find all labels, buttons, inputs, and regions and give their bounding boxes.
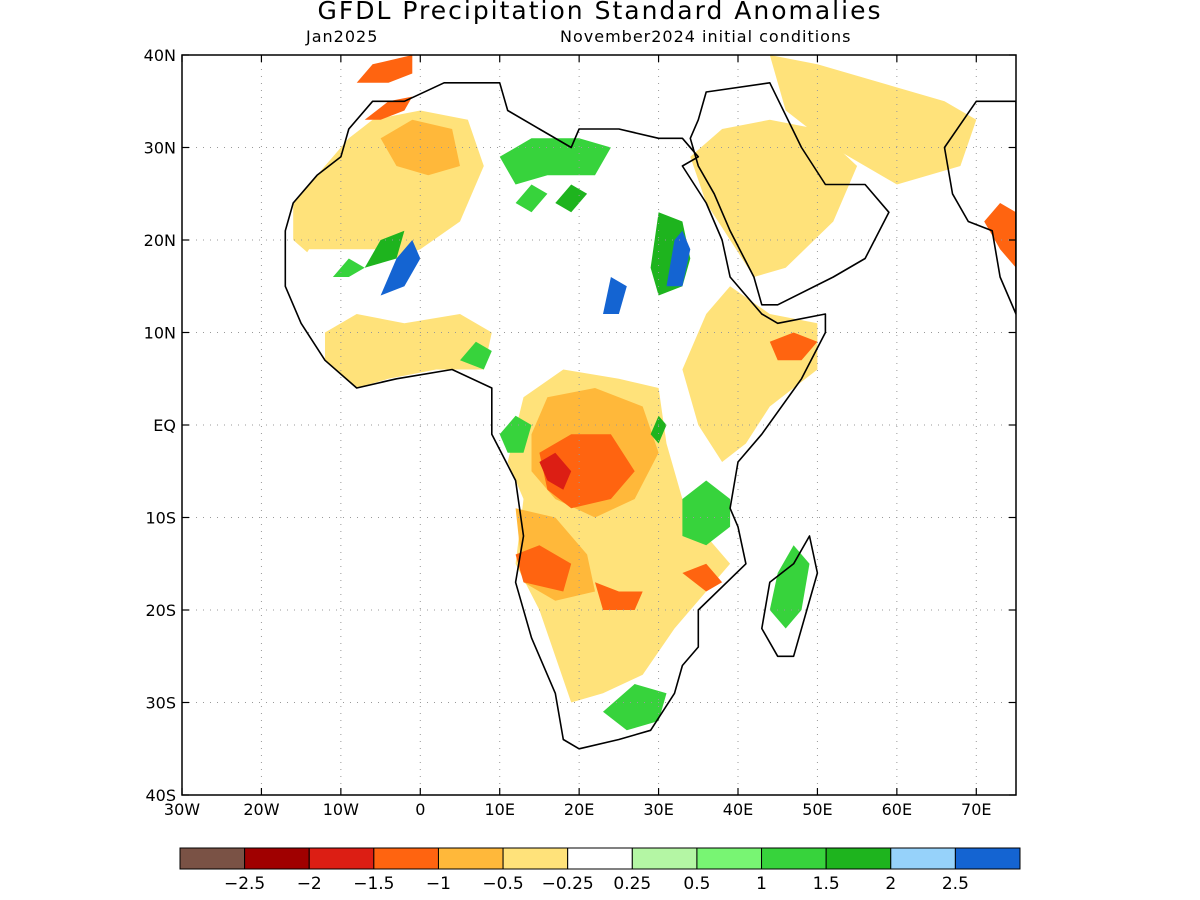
colorbar-swatch <box>890 847 956 870</box>
anomaly-tanzania-wet <box>682 480 731 546</box>
valid-month-label: Jan2025 <box>306 27 379 46</box>
colorbar-swatch <box>567 847 633 870</box>
anomaly-cuanza-core <box>539 452 572 490</box>
anomaly-india-dry <box>984 203 1016 268</box>
colorbar-swatch <box>954 847 1021 870</box>
colorbar-swatch <box>437 847 504 870</box>
anomaly-angola-core <box>515 545 572 592</box>
anomaly-congo-core <box>539 434 635 509</box>
anomaly-chad-wet <box>515 184 548 213</box>
anomaly-arabia-dry <box>690 119 858 277</box>
lat-tick-label: 40S <box>145 786 176 805</box>
coastline-africa <box>284 82 827 750</box>
colorbar-swatch <box>761 847 827 870</box>
colorbar-label: −1 <box>426 874 451 894</box>
lon-tick-label: 40E <box>723 800 753 819</box>
colorbar: −2.5 −2 −1.5 −1 −0.5 −0.25 0.25 0.5 1 1.5 2 2.5 <box>179 847 1021 894</box>
colorbar-label: 0.25 <box>613 874 651 894</box>
anomaly-nigeria-wet <box>460 341 492 370</box>
anomaly-iran-dry <box>769 55 977 185</box>
colorbar-swatch <box>244 847 310 870</box>
colorbar-label: 2 <box>885 874 896 894</box>
lon-tick-label: 10W <box>323 800 359 819</box>
colorbar-swatch <box>373 847 439 870</box>
anomaly-morocco-north <box>356 55 413 83</box>
lon-tick-label: 70E <box>961 800 991 819</box>
colorbar-swatch <box>179 847 246 870</box>
anomaly-zambia-red <box>595 582 643 610</box>
lon-tick-label: 30E <box>643 800 673 819</box>
colorbar-label: 1 <box>756 874 767 894</box>
anomaly-mali-wet-core <box>380 240 421 296</box>
lon-tick-label: 10E <box>484 800 514 819</box>
anomaly-sudan-wet-core <box>666 230 691 287</box>
colorbar-swatch <box>308 847 375 870</box>
lon-tick-label: 30W <box>164 800 200 819</box>
colorbar-label: 1.5 <box>813 874 840 894</box>
colorbar-label: −2.5 <box>224 874 265 894</box>
lon-tick-label: 20E <box>564 800 594 819</box>
lat-tick-label: 10S <box>145 509 176 528</box>
anomaly-shading <box>285 55 1016 731</box>
anomaly-south-africa-wet <box>603 684 667 731</box>
lat-tick-label: 30S <box>145 694 176 713</box>
lat-tick-label: 20S <box>145 601 176 620</box>
anomaly-gabon-wet <box>499 415 532 453</box>
anomaly-libya-wet <box>499 138 611 185</box>
colorbar-label: −1.5 <box>353 874 394 894</box>
anomaly-madagascar-wet <box>769 545 810 629</box>
anomaly-mali-wet <box>364 230 405 268</box>
colorbar-label: 2.5 <box>942 874 969 894</box>
lon-tick-label: 50E <box>802 800 832 819</box>
lat-tick-label: 30N <box>144 139 176 158</box>
lon-tick-label: 60E <box>882 800 912 819</box>
lat-tick-label: 20N <box>144 231 176 250</box>
colorbar-label: −2 <box>297 874 322 894</box>
colorbar-label: 0.5 <box>683 874 710 894</box>
map-title: GFDL Precipitation Standard Anomalies <box>317 0 883 25</box>
colorbar-swatch <box>631 847 698 870</box>
anomaly-somalia-dry <box>769 332 818 361</box>
coastline-india <box>943 100 1016 315</box>
lat-tick-label: EQ <box>153 416 176 435</box>
colorbar-label: −0.5 <box>482 874 523 894</box>
map-plot-area <box>182 55 1016 795</box>
lat-tick-label: 10N <box>144 324 176 343</box>
colorbar-swatch <box>696 847 763 870</box>
coastline-arabia <box>689 82 890 306</box>
colorbar-label: −0.25 <box>542 874 594 894</box>
axis-ticks: 30W 20W 10W 0 10E 20E 30E 40E 50E 60E 70E 40N 30N 20N… <box>144 46 1016 819</box>
colorbar-swatch <box>502 847 569 870</box>
anomaly-drc-east-wet <box>650 415 667 444</box>
lon-tick-label: 20W <box>243 800 279 819</box>
anomaly-mozambique-red <box>682 563 723 592</box>
map-gridlines <box>182 55 1016 795</box>
colorbar-swatch <box>825 847 892 870</box>
anomaly-libya-wet-core <box>555 184 588 213</box>
coastlines <box>284 82 1016 750</box>
lon-tick-label: 0 <box>415 800 425 819</box>
anomaly-horn-dry <box>682 286 818 462</box>
anomaly-atlas-dry <box>364 96 413 120</box>
init-conditions-label: November2024 initial conditions <box>560 27 852 46</box>
coastline-madagascar <box>760 535 819 658</box>
lat-tick-label: 40N <box>144 46 176 65</box>
anomaly-darfur-wet <box>603 277 627 314</box>
